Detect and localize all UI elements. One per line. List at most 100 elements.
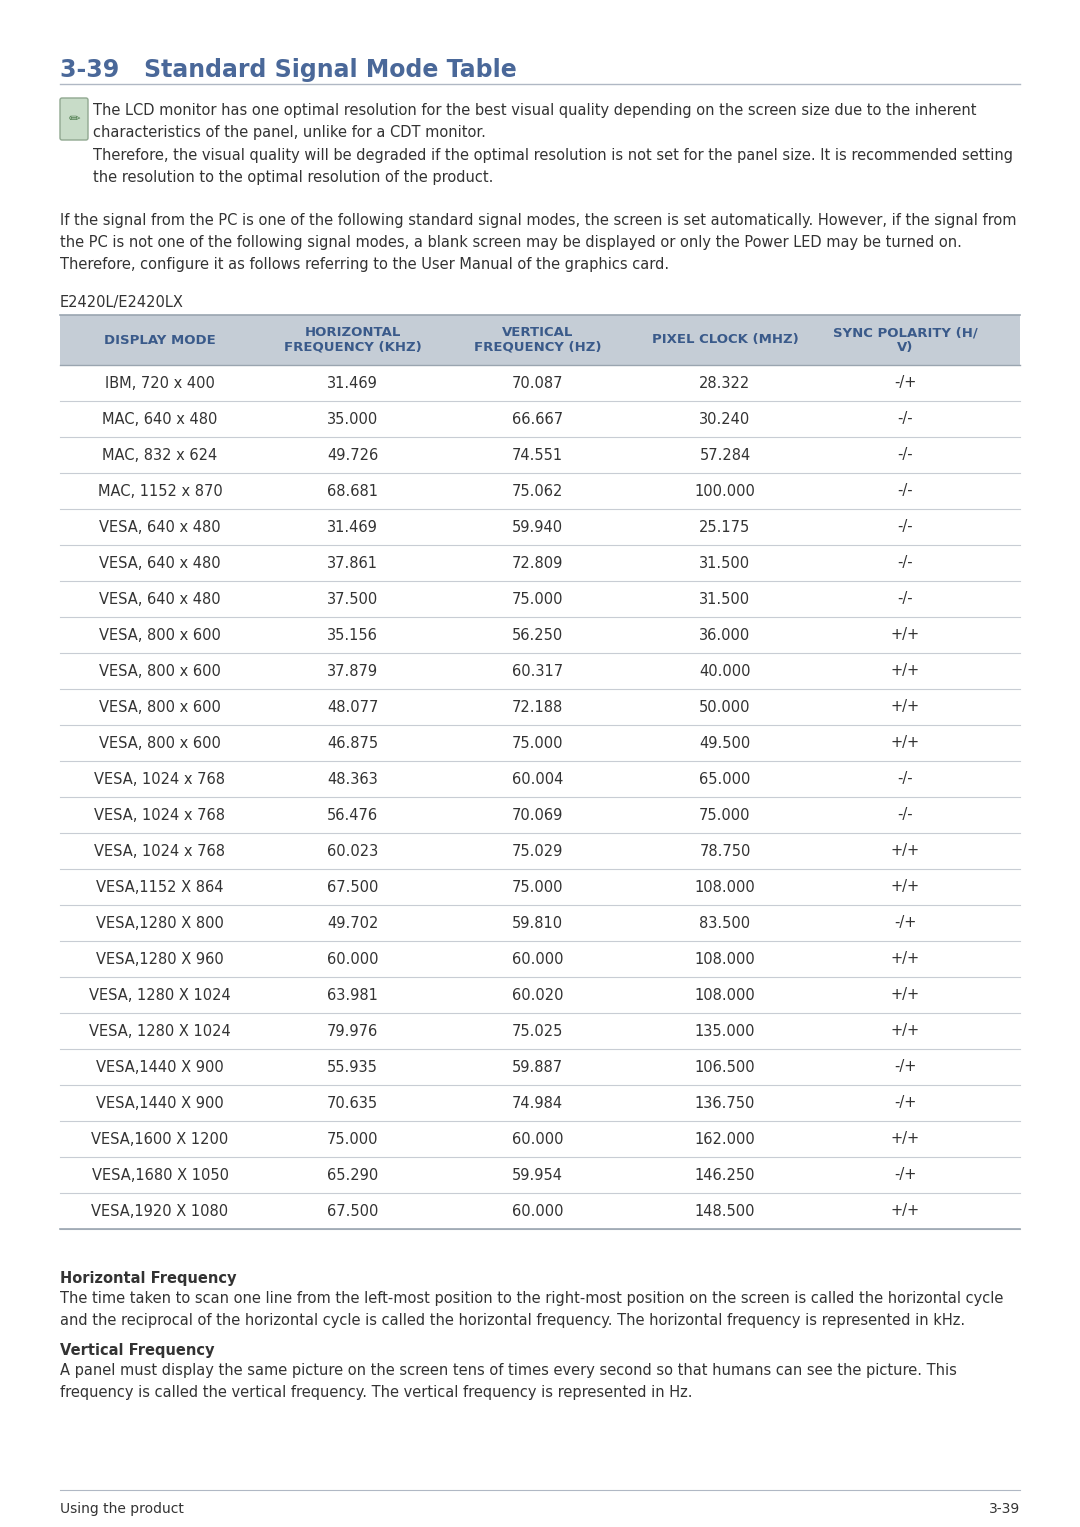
FancyBboxPatch shape bbox=[60, 98, 87, 140]
Text: PIXEL CLOCK (MHZ): PIXEL CLOCK (MHZ) bbox=[651, 333, 798, 347]
Text: 75.062: 75.062 bbox=[512, 484, 563, 498]
Text: 63.981: 63.981 bbox=[327, 988, 378, 1003]
Bar bbox=[60, 654, 1020, 689]
Bar bbox=[60, 1012, 1020, 1049]
Text: +/+: +/+ bbox=[890, 843, 919, 858]
Text: 59.954: 59.954 bbox=[512, 1168, 563, 1182]
Text: MAC, 640 x 480: MAC, 640 x 480 bbox=[103, 411, 218, 426]
Text: 67.500: 67.500 bbox=[327, 880, 378, 895]
Text: 75.000: 75.000 bbox=[699, 808, 751, 823]
Text: 75.029: 75.029 bbox=[512, 843, 563, 858]
Text: VESA, 800 x 600: VESA, 800 x 600 bbox=[99, 664, 221, 678]
Text: 75.000: 75.000 bbox=[327, 1132, 378, 1147]
Bar bbox=[60, 1121, 1020, 1157]
Text: SYNC POLARITY (H/
V): SYNC POLARITY (H/ V) bbox=[833, 325, 977, 354]
Text: -/+: -/+ bbox=[894, 376, 916, 391]
Text: 60.317: 60.317 bbox=[512, 664, 563, 678]
Text: 60.000: 60.000 bbox=[327, 951, 378, 967]
Bar bbox=[60, 1049, 1020, 1086]
Text: Vertical Frequency: Vertical Frequency bbox=[60, 1344, 215, 1358]
Text: 59.887: 59.887 bbox=[512, 1060, 563, 1075]
Text: VESA,1280 X 960: VESA,1280 X 960 bbox=[96, 951, 224, 967]
Text: 65.000: 65.000 bbox=[700, 771, 751, 786]
Text: Horizontal Frequency: Horizontal Frequency bbox=[60, 1270, 237, 1286]
Text: 68.681: 68.681 bbox=[327, 484, 378, 498]
Bar bbox=[60, 315, 1020, 365]
Bar bbox=[60, 906, 1020, 941]
Text: 49.702: 49.702 bbox=[327, 916, 378, 930]
Text: +/+: +/+ bbox=[890, 1203, 919, 1219]
Bar bbox=[60, 580, 1020, 617]
Text: 60.000: 60.000 bbox=[512, 1203, 564, 1219]
Text: VERTICAL
FREQUENCY (HZ): VERTICAL FREQUENCY (HZ) bbox=[474, 325, 602, 354]
Text: 78.750: 78.750 bbox=[700, 843, 751, 858]
Text: 3-39: 3-39 bbox=[989, 1503, 1020, 1516]
Text: ✏: ✏ bbox=[68, 111, 80, 127]
Text: 108.000: 108.000 bbox=[694, 951, 755, 967]
Text: +/+: +/+ bbox=[890, 736, 919, 750]
Text: +/+: +/+ bbox=[890, 1023, 919, 1038]
Text: 75.000: 75.000 bbox=[512, 880, 564, 895]
Text: 31.469: 31.469 bbox=[327, 376, 378, 391]
Text: VESA,1600 X 1200: VESA,1600 X 1200 bbox=[92, 1132, 229, 1147]
Text: +/+: +/+ bbox=[890, 880, 919, 895]
Text: 74.984: 74.984 bbox=[512, 1095, 563, 1110]
Text: -/+: -/+ bbox=[894, 916, 916, 930]
Text: VESA, 640 x 480: VESA, 640 x 480 bbox=[99, 519, 220, 534]
Text: 48.077: 48.077 bbox=[327, 699, 378, 715]
Bar bbox=[60, 508, 1020, 545]
Text: 49.726: 49.726 bbox=[327, 447, 378, 463]
Text: 148.500: 148.500 bbox=[694, 1203, 755, 1219]
Text: 135.000: 135.000 bbox=[694, 1023, 755, 1038]
Bar bbox=[60, 869, 1020, 906]
Text: 60.004: 60.004 bbox=[512, 771, 563, 786]
Text: -/-: -/- bbox=[897, 591, 913, 606]
Text: 60.023: 60.023 bbox=[327, 843, 378, 858]
Bar bbox=[60, 797, 1020, 834]
Bar bbox=[60, 402, 1020, 437]
Bar bbox=[60, 834, 1020, 869]
Text: 37.861: 37.861 bbox=[327, 556, 378, 571]
Text: IBM, 720 x 400: IBM, 720 x 400 bbox=[105, 376, 215, 391]
Bar bbox=[60, 725, 1020, 760]
Text: -/-: -/- bbox=[897, 411, 913, 426]
Bar bbox=[60, 977, 1020, 1012]
Text: 55.935: 55.935 bbox=[327, 1060, 378, 1075]
Text: 79.976: 79.976 bbox=[327, 1023, 378, 1038]
Text: E2420L/E2420LX: E2420L/E2420LX bbox=[60, 295, 184, 310]
Text: +/+: +/+ bbox=[890, 1132, 919, 1147]
Text: 108.000: 108.000 bbox=[694, 988, 755, 1003]
Text: -/-: -/- bbox=[897, 484, 913, 498]
Text: 74.551: 74.551 bbox=[512, 447, 563, 463]
Text: 46.875: 46.875 bbox=[327, 736, 378, 750]
Text: +/+: +/+ bbox=[890, 988, 919, 1003]
Text: +/+: +/+ bbox=[890, 951, 919, 967]
Bar bbox=[60, 760, 1020, 797]
Text: 72.809: 72.809 bbox=[512, 556, 563, 571]
Bar bbox=[60, 1086, 1020, 1121]
Text: The time taken to scan one line from the left-most position to the right-most po: The time taken to scan one line from the… bbox=[60, 1290, 1003, 1327]
Text: 70.069: 70.069 bbox=[512, 808, 563, 823]
Text: DISPLAY MODE: DISPLAY MODE bbox=[104, 333, 216, 347]
Text: -/+: -/+ bbox=[894, 1095, 916, 1110]
Text: VESA, 1280 X 1024: VESA, 1280 X 1024 bbox=[90, 988, 231, 1003]
Bar bbox=[60, 689, 1020, 725]
Text: 25.175: 25.175 bbox=[700, 519, 751, 534]
Text: 31.469: 31.469 bbox=[327, 519, 378, 534]
Bar bbox=[60, 437, 1020, 473]
Text: 35.000: 35.000 bbox=[327, 411, 378, 426]
Text: 75.025: 75.025 bbox=[512, 1023, 563, 1038]
Text: 59.810: 59.810 bbox=[512, 916, 563, 930]
Text: Using the product: Using the product bbox=[60, 1503, 184, 1516]
Text: VESA,1680 X 1050: VESA,1680 X 1050 bbox=[92, 1168, 229, 1182]
Text: 60.000: 60.000 bbox=[512, 1132, 564, 1147]
Text: 70.635: 70.635 bbox=[327, 1095, 378, 1110]
Text: 31.500: 31.500 bbox=[700, 591, 751, 606]
Text: 65.290: 65.290 bbox=[327, 1168, 378, 1182]
Text: 56.250: 56.250 bbox=[512, 628, 563, 643]
Text: HORIZONTAL
FREQUENCY (KHZ): HORIZONTAL FREQUENCY (KHZ) bbox=[284, 325, 421, 354]
Text: -/+: -/+ bbox=[894, 1060, 916, 1075]
Text: 56.476: 56.476 bbox=[327, 808, 378, 823]
Text: -/-: -/- bbox=[897, 771, 913, 786]
Text: 146.250: 146.250 bbox=[694, 1168, 755, 1182]
